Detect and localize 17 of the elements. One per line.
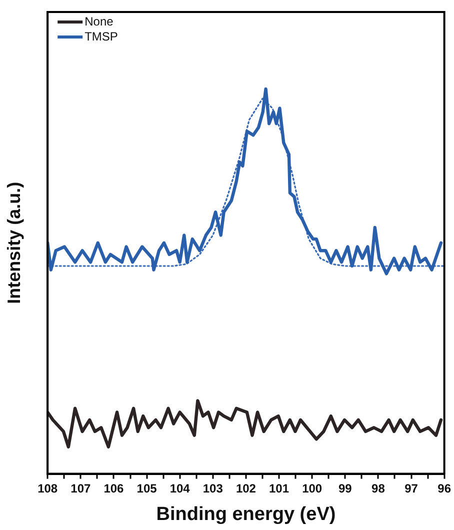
- x-tick-label: 104: [170, 481, 190, 496]
- legend-label: TMSP: [84, 29, 118, 44]
- x-tick-label: 107: [70, 481, 91, 496]
- x-tick-label: 106: [104, 481, 124, 496]
- x-tick-label: 101: [269, 481, 290, 496]
- x-tick-label: 96: [438, 481, 452, 496]
- x-tick-label: 99: [338, 481, 352, 496]
- x-tick-label: 97: [404, 481, 418, 496]
- y-axis-title: Intensity (a.u.): [4, 182, 24, 304]
- x-tick-label: 105: [136, 481, 158, 496]
- x-tick-label: 108: [38, 481, 58, 496]
- x-tick-label: 98: [372, 481, 386, 496]
- x-tick-label: 102: [236, 481, 256, 496]
- x-tick-label: 103: [202, 481, 224, 496]
- x-axis-title: Binding energy (eV): [156, 504, 336, 525]
- legend-label: None: [84, 14, 114, 28]
- x-tick-label: 100: [302, 481, 322, 496]
